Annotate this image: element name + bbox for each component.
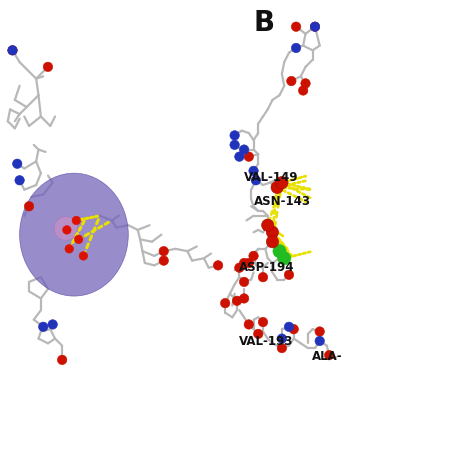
Circle shape [266, 226, 279, 238]
Circle shape [262, 219, 274, 231]
Text: B: B [254, 9, 274, 37]
Circle shape [232, 296, 242, 306]
Text: ASN-143: ASN-143 [254, 195, 310, 208]
Circle shape [65, 245, 73, 253]
Circle shape [277, 334, 287, 343]
Circle shape [244, 319, 254, 329]
Ellipse shape [19, 173, 128, 296]
Circle shape [220, 299, 230, 308]
Circle shape [8, 46, 17, 55]
Circle shape [292, 43, 301, 53]
Circle shape [292, 22, 301, 31]
Circle shape [43, 62, 53, 72]
Circle shape [273, 245, 286, 258]
Circle shape [48, 319, 57, 329]
Circle shape [38, 322, 48, 331]
Circle shape [324, 350, 334, 360]
Circle shape [301, 79, 310, 88]
Circle shape [266, 236, 279, 248]
Circle shape [310, 22, 319, 31]
Circle shape [235, 263, 244, 273]
Circle shape [299, 86, 308, 95]
Circle shape [310, 22, 319, 31]
Circle shape [230, 140, 239, 150]
Circle shape [289, 324, 299, 334]
Circle shape [15, 175, 24, 185]
Circle shape [278, 252, 291, 265]
Circle shape [249, 166, 258, 175]
Circle shape [287, 76, 296, 86]
Circle shape [251, 175, 261, 185]
Circle shape [284, 322, 294, 331]
Circle shape [57, 355, 67, 365]
Circle shape [159, 256, 168, 265]
Circle shape [249, 251, 258, 261]
Circle shape [239, 258, 249, 268]
Circle shape [284, 270, 294, 280]
Circle shape [74, 235, 83, 244]
Circle shape [271, 181, 283, 193]
Circle shape [24, 201, 34, 211]
Circle shape [213, 261, 223, 270]
Circle shape [54, 217, 78, 240]
Circle shape [239, 145, 249, 155]
Text: VAL-149: VAL-149 [244, 172, 299, 184]
Circle shape [159, 246, 168, 256]
Circle shape [79, 252, 88, 260]
Circle shape [258, 273, 268, 282]
Circle shape [276, 176, 288, 189]
Circle shape [8, 46, 17, 55]
Circle shape [235, 152, 244, 161]
Text: ALA-: ALA- [312, 350, 342, 363]
Circle shape [254, 329, 263, 338]
Circle shape [239, 294, 249, 303]
Circle shape [12, 159, 22, 168]
Text: ASP-194: ASP-194 [239, 261, 295, 274]
Circle shape [239, 277, 249, 287]
Circle shape [244, 152, 254, 161]
Circle shape [244, 258, 254, 268]
Circle shape [230, 131, 239, 140]
Circle shape [258, 318, 268, 327]
Text: VAL-193: VAL-193 [239, 336, 294, 348]
Circle shape [315, 336, 324, 346]
Circle shape [63, 226, 71, 234]
Circle shape [277, 343, 287, 353]
Circle shape [72, 216, 81, 225]
Circle shape [315, 327, 324, 336]
